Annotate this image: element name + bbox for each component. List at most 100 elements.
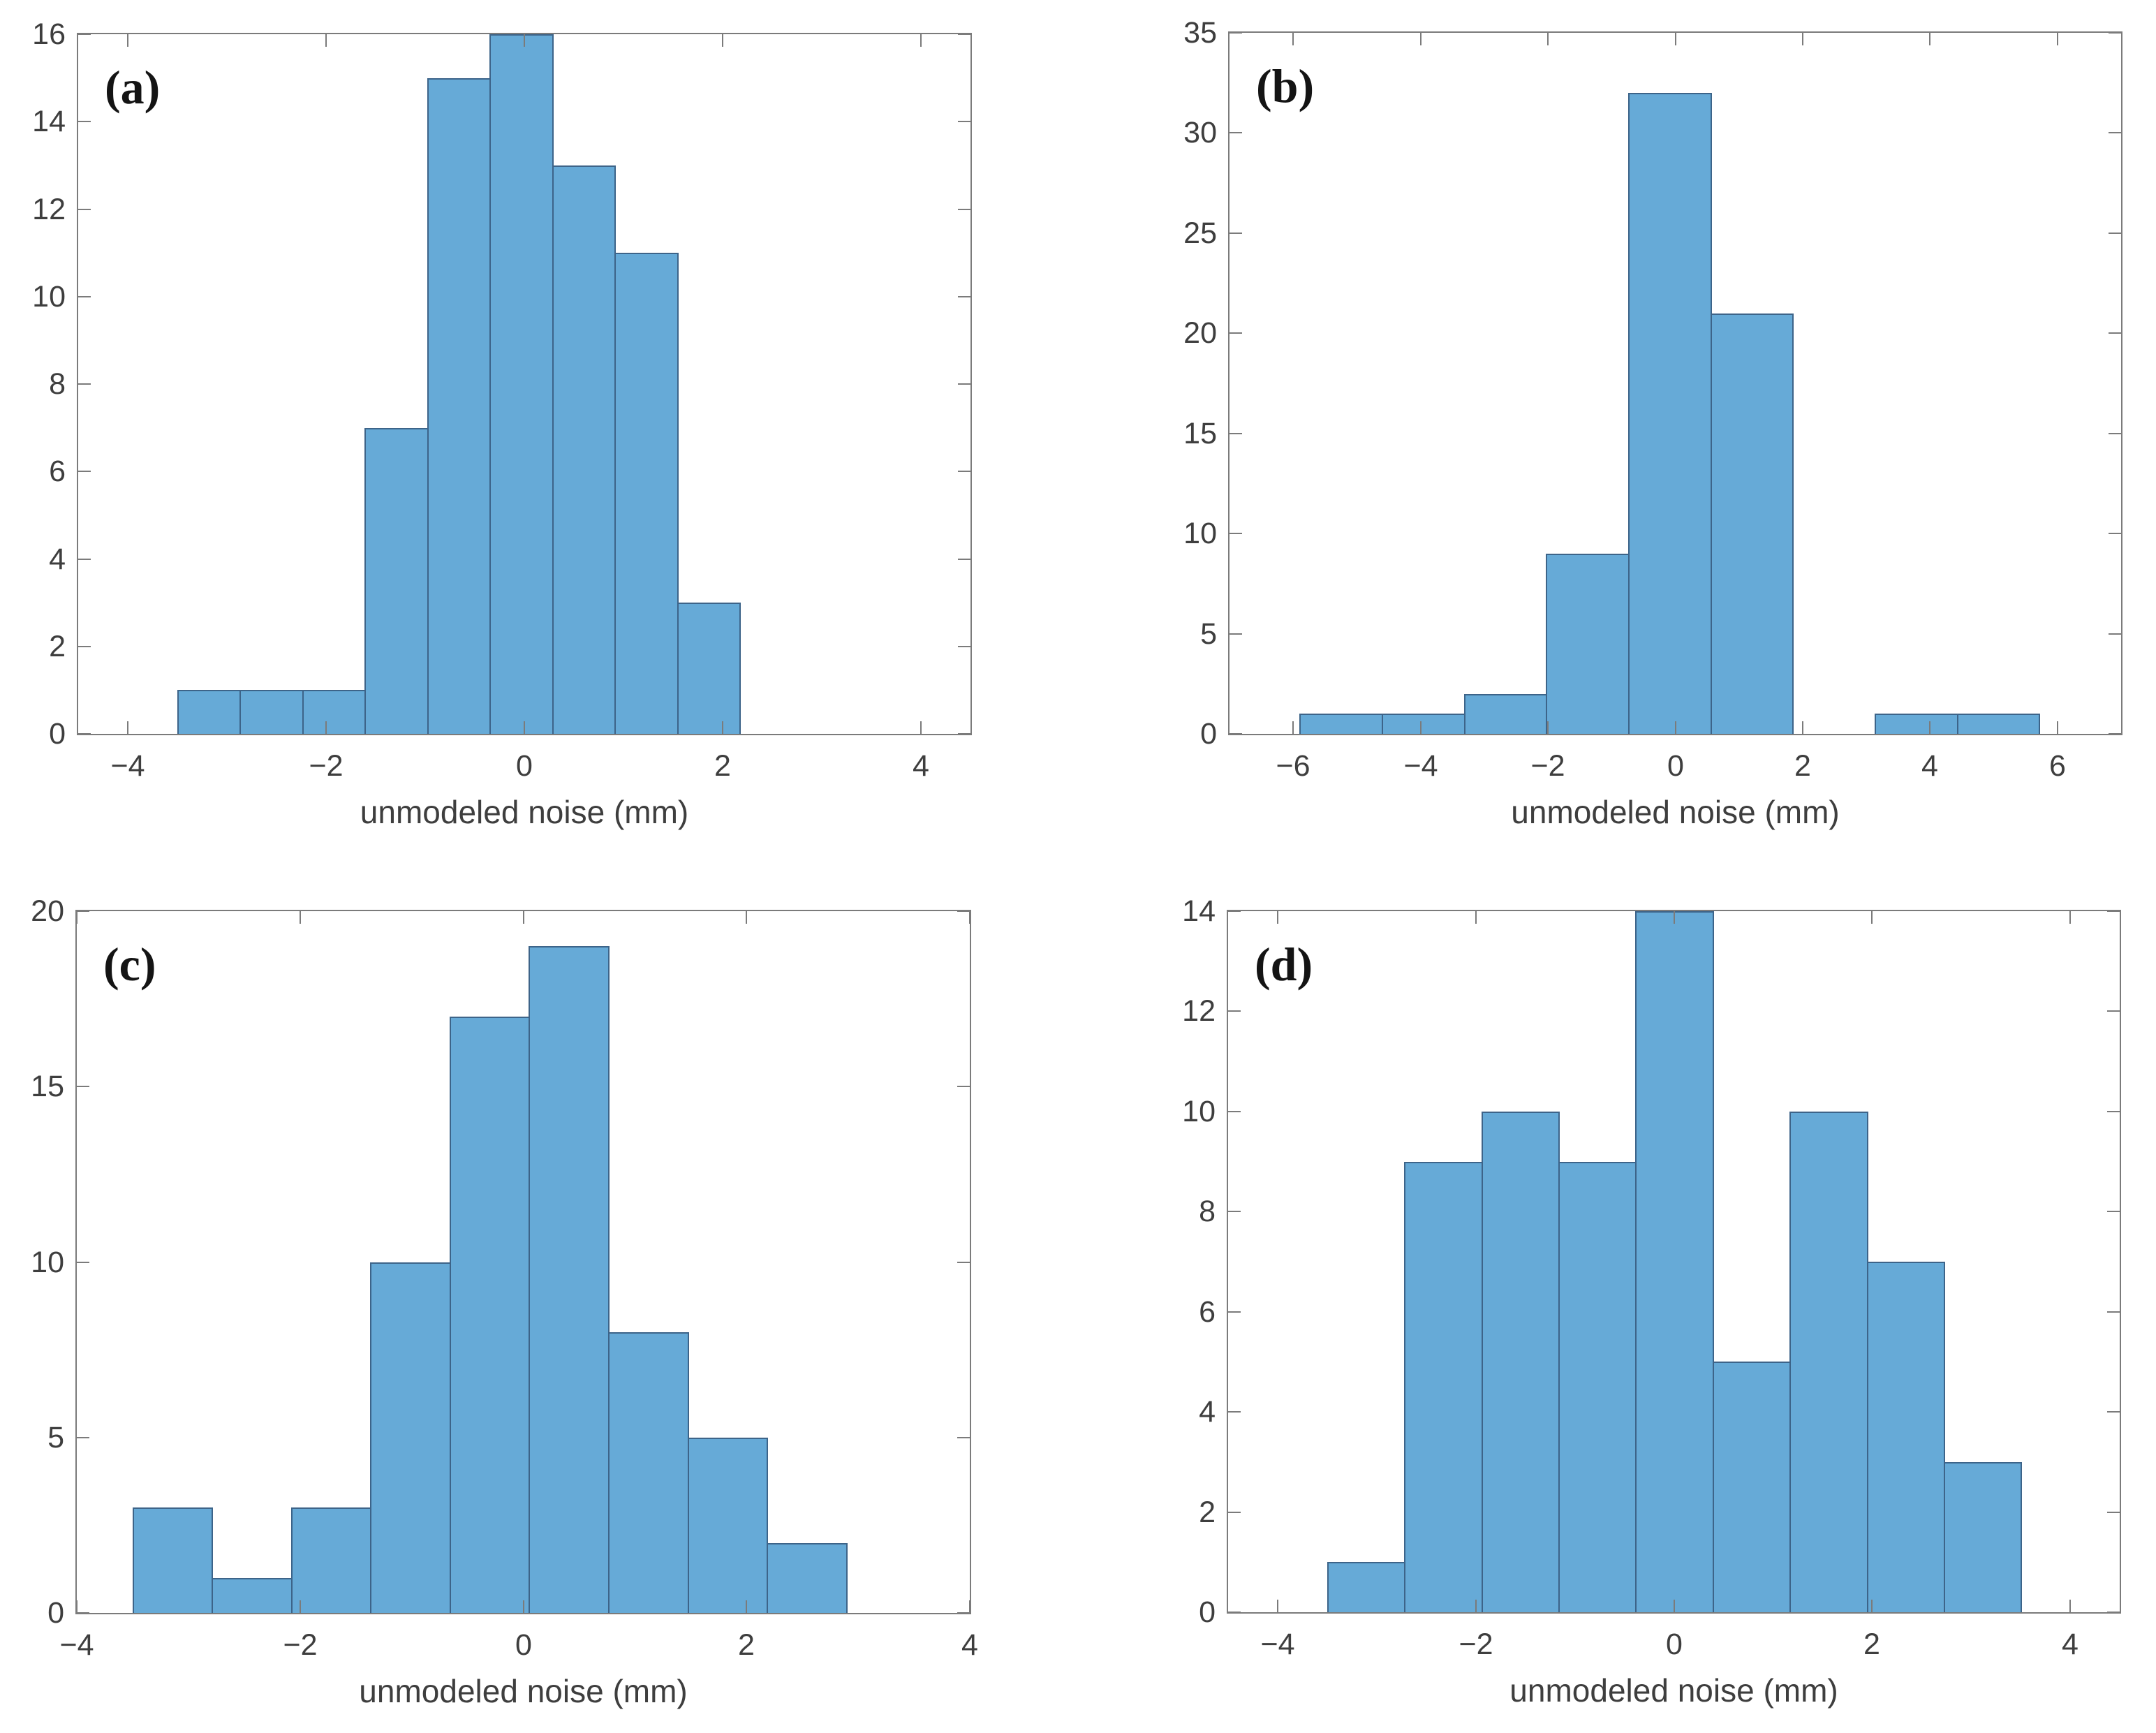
y-axis-tick [78,559,91,560]
y-axis-tick [958,733,970,735]
y-tick-label: 20 [1183,316,1217,350]
y-axis-tick [78,733,91,735]
histogram-bar [614,253,679,734]
plot-area-c [75,910,971,1614]
y-tick-label: 15 [31,1070,64,1103]
y-axis-tick [957,1086,970,1087]
x-axis-tick [300,1600,301,1613]
x-axis-tick [920,34,922,47]
y-tick-label: 20 [31,894,64,928]
y-axis-tick [957,1262,970,1263]
x-axis-tick [1929,721,1930,734]
histogram-bar [239,690,304,734]
y-tick-label: 6 [1199,1295,1216,1329]
x-tick-label: 2 [1863,1628,1880,1661]
histogram-bar [1558,1162,1637,1612]
y-axis-tick [78,34,91,35]
x-tick-label: 0 [1666,1628,1683,1661]
x-axis-tick [1547,721,1549,734]
y-axis-tick [958,383,970,385]
y-tick-label: 2 [1199,1496,1216,1529]
histogram-bar [1867,1262,1945,1612]
y-tick-label: 8 [1199,1195,1216,1228]
y-axis-tick [958,209,970,210]
x-axis-tick [1475,1600,1477,1612]
x-axis-tick [325,721,327,734]
y-axis-tick [958,121,970,122]
y-tick-label: 4 [49,543,66,576]
y-tick-label: 15 [1183,417,1217,450]
y-axis-tick [1230,32,1242,34]
x-tick-label: −2 [1459,1628,1493,1661]
y-axis-tick [2109,332,2121,334]
x-axis-tick [2069,911,2071,924]
x-axis-tick [524,721,525,734]
y-axis-tick [1228,910,1241,912]
x-tick-label: −4 [1260,1628,1295,1661]
x-axis-label-b: unmodeled noise (mm) [1511,794,1840,830]
plot-area-d [1227,910,2121,1614]
y-axis-tick [1230,533,1242,534]
y-axis-tick [2107,1211,2120,1212]
histogram-bar [1875,714,1958,734]
x-tick-label: 0 [516,749,533,783]
y-tick-label: 6 [49,455,66,488]
y-tick-label: 4 [1199,1395,1216,1429]
x-tick-label: 0 [515,1628,532,1662]
y-axis-tick [1228,1010,1241,1012]
y-axis-tick [958,34,970,35]
histogram-bar [1713,1362,1791,1612]
y-axis-tick [2107,910,2120,912]
x-tick-label: −2 [1530,749,1565,783]
y-axis-tick [2109,233,2121,234]
y-axis-tick [1230,433,1242,434]
y-tick-label: 10 [1183,517,1217,550]
y-tick-label: 5 [1200,617,1217,651]
y-axis-tick [2107,1612,2120,1613]
y-axis-tick [1228,1411,1241,1413]
y-tick-label: 5 [47,1421,64,1454]
y-axis-tick [78,296,91,297]
x-tick-label: 2 [714,749,731,783]
histogram-bar [1711,314,1794,734]
x-tick-label: −6 [1276,749,1310,783]
x-axis-tick [76,1600,77,1613]
histogram-bar [450,1017,530,1613]
histogram-bar [1464,694,1547,734]
y-axis-tick [77,1262,89,1263]
x-axis-tick [1802,33,1803,45]
y-tick-label: 2 [49,630,66,663]
x-axis-tick [1802,721,1803,734]
y-axis-tick [957,1437,970,1438]
histogram-bar [529,946,610,1613]
histogram-bar [1299,714,1383,734]
y-tick-label: 35 [1183,16,1217,50]
y-axis-tick [1228,1311,1241,1313]
y-axis-tick [1230,233,1242,234]
y-axis-tick [2107,1311,2120,1313]
y-axis-tick [1228,1111,1241,1112]
y-axis-tick [957,910,970,912]
y-tick-label: 12 [32,193,66,226]
x-axis-tick [1420,33,1422,45]
histogram-bar [1404,1162,1483,1612]
x-axis-tick [722,34,723,47]
y-tick-label: 14 [1182,894,1216,928]
histogram-bar [1957,714,2040,734]
x-tick-label: −4 [1403,749,1438,783]
y-tick-label: 0 [1200,717,1217,751]
plot-area-b [1228,31,2122,735]
y-axis-tick [78,383,91,385]
y-axis-tick [77,1612,89,1614]
histogram-bar [1546,554,1630,734]
x-axis-tick [920,721,922,734]
histogram-bar [133,1507,213,1613]
histogram-bar [1635,911,1714,1612]
y-axis-tick [2107,1010,2120,1012]
x-tick-label: −4 [59,1628,94,1662]
histogram-bar [677,603,741,734]
x-axis-tick [1475,911,1477,924]
x-axis-tick [969,911,970,924]
x-axis-label-a: unmodeled noise (mm) [360,794,689,830]
plot-area-a [77,33,972,735]
